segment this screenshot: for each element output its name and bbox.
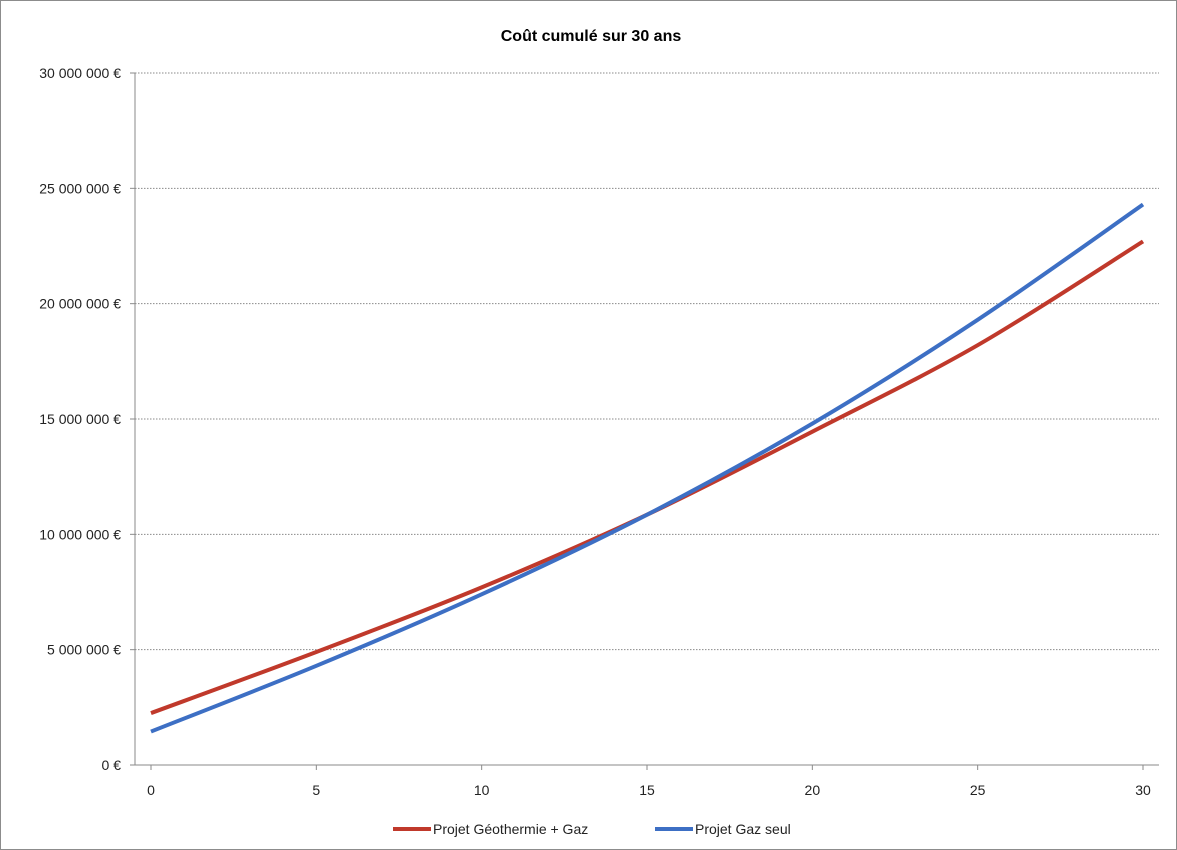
legend: Projet Géothermie + Gaz Projet Gaz seul: [393, 821, 791, 837]
chart-title: Coût cumulé sur 30 ans: [501, 28, 682, 45]
y-tick-label: 0 €: [102, 757, 122, 773]
y-tick-label: 10 000 000 €: [39, 526, 121, 542]
x-tick-label: 25: [970, 782, 986, 798]
x-tick-label: 5: [312, 782, 320, 798]
series-line-gaz-seul: [150, 202, 1145, 734]
legend-entry-geothermie-gaz: Projet Géothermie + Gaz: [393, 821, 588, 837]
x-tick-label: 10: [474, 782, 490, 798]
x-tick-label: 15: [639, 782, 655, 798]
axes: 0 € 5 000 000 € 10 000 000 € 15 000 000 € 20…: [39, 65, 1159, 798]
y-tick-label: 25 000 000 €: [39, 180, 121, 196]
gridlines: [135, 72, 1159, 651]
y-tick-label: 5 000 000 €: [47, 642, 121, 658]
y-tick-label: 15 000 000 €: [39, 411, 121, 427]
y-tick-label: 30 000 000 €: [39, 65, 121, 81]
x-tick-label: 20: [805, 782, 821, 798]
x-tick-label: 0: [147, 782, 155, 798]
legend-label: Projet Gaz seul: [695, 821, 791, 837]
series-line-geothermie-gaz: [150, 239, 1145, 715]
legend-label: Projet Géothermie + Gaz: [433, 821, 588, 837]
x-tick-label: 30: [1135, 782, 1151, 798]
y-tick-label: 20 000 000 €: [39, 296, 121, 312]
data-series: [150, 202, 1145, 734]
legend-entry-gaz-seul: Projet Gaz seul: [655, 821, 791, 837]
